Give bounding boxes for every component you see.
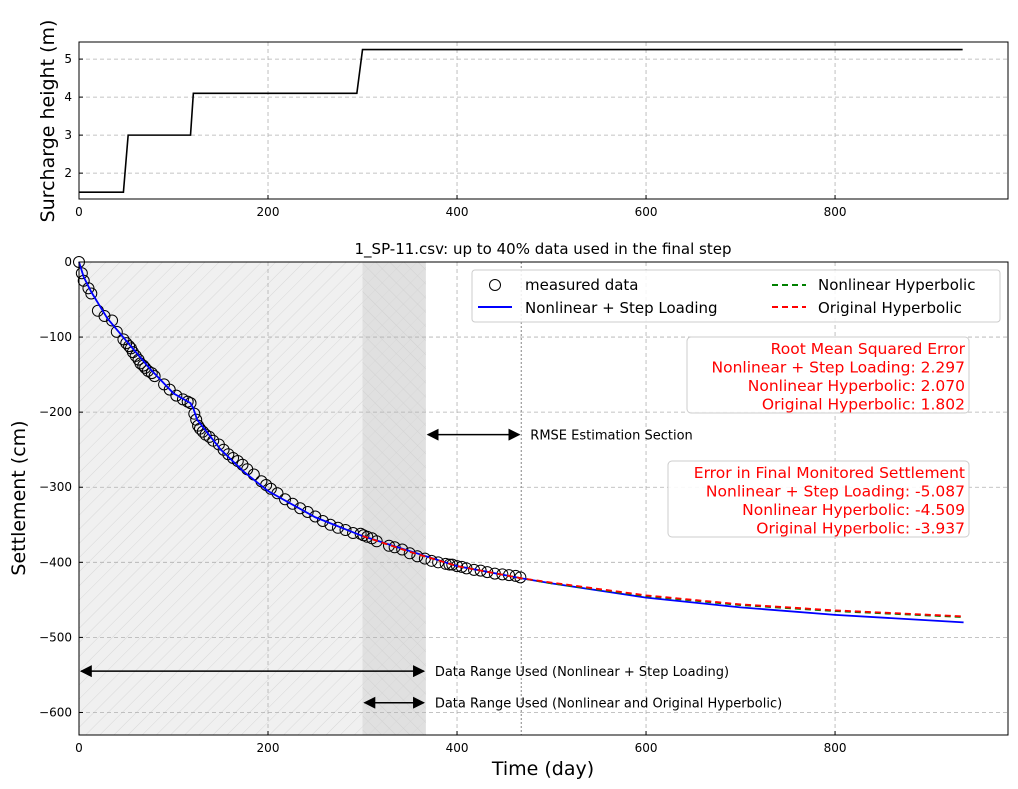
legend-label: measured data xyxy=(525,276,639,294)
bottom-y-axis-label: Settlement (cm) xyxy=(8,420,30,575)
measured-point xyxy=(316,515,329,528)
annotation-text: Data Range Used (Nonlinear + Step Loadin… xyxy=(435,665,729,680)
x-axis-label: Time (day) xyxy=(491,758,594,780)
axes-frame xyxy=(78,41,1009,200)
measured-point xyxy=(85,287,98,300)
y-tick-label: 2 xyxy=(64,166,72,180)
chart-title: 1_SP-11.csv: up to 40% data used in the … xyxy=(355,240,732,259)
measured-point xyxy=(301,506,314,519)
measured-point xyxy=(309,510,322,523)
y-tick-label: 0 xyxy=(64,255,72,269)
y-tick-label: −100 xyxy=(39,330,72,344)
x-tick-label: 800 xyxy=(824,741,847,755)
rmse-box-line: Nonlinear Hyperbolic: 2.070 xyxy=(748,377,965,395)
y-tick-label: −500 xyxy=(39,630,72,644)
y-tick-label: 3 xyxy=(64,128,72,142)
settlement-chart: 0 200 400 600 800 0 −100 −200 −300 −400 −500 −600 RM… xyxy=(39,255,1009,755)
measured-point xyxy=(163,383,176,396)
measured-point xyxy=(181,395,194,408)
measured-point xyxy=(370,535,383,548)
final-error-box-line: Nonlinear Hyperbolic: -4.509 xyxy=(742,501,965,519)
legend-marker-measured xyxy=(489,279,501,291)
top-y-axis-label: Surcharge height (m) xyxy=(37,20,59,223)
measured-point xyxy=(455,560,468,573)
measured-point xyxy=(148,370,161,383)
x-tick-label: 200 xyxy=(257,741,280,755)
y-tick-label: 5 xyxy=(64,52,72,66)
rmse-box-line: Original Hyperbolic: 1.802 xyxy=(762,396,965,414)
nonlinear-step-loading-line xyxy=(78,261,964,624)
axes-frame xyxy=(78,261,1009,736)
final-error-box-frame xyxy=(667,460,970,538)
y-tick-label: −300 xyxy=(39,480,72,494)
final-error-box-line: Nonlinear + Step Loading: -5.087 xyxy=(706,483,965,501)
x-tick-label: 800 xyxy=(824,205,847,219)
hatch-pattern xyxy=(362,262,426,735)
rmse-box-line: Nonlinear + Step Loading: 2.297 xyxy=(712,359,965,377)
surcharge-chart: 0 200 400 600 800 2 3 4 5 xyxy=(64,41,1009,219)
final-error-box-line: Original Hyperbolic: -3.937 xyxy=(756,520,965,538)
measured-point xyxy=(339,524,352,537)
measured-point xyxy=(217,443,230,456)
x-tick-label: 0 xyxy=(75,205,83,219)
x-tick-label: 200 xyxy=(257,205,280,219)
legend-label: Nonlinear + Step Loading xyxy=(525,299,718,317)
measured-point xyxy=(294,502,307,515)
measured-point xyxy=(123,340,136,353)
nonlinear-hyperbolic-line xyxy=(362,535,964,619)
measured-point xyxy=(75,267,88,280)
original-hyperbolic-line xyxy=(362,535,964,618)
background-regions xyxy=(79,262,426,735)
annotation-text: Data Range Used (Nonlinear and Original … xyxy=(435,697,782,712)
measured-point xyxy=(98,310,111,323)
legend-label: Original Hyperbolic xyxy=(818,299,962,317)
rmse-box-frame xyxy=(686,336,970,414)
y-tick-label: −400 xyxy=(39,555,72,569)
x-tick-label: 600 xyxy=(635,205,658,219)
legend-label: Nonlinear Hyperbolic xyxy=(818,276,975,294)
measured-point xyxy=(126,346,139,359)
measured-point xyxy=(474,564,487,577)
measured-point xyxy=(451,560,464,573)
measured-point xyxy=(184,397,197,410)
rmse-box-line: Root Mean Squared Error xyxy=(771,340,966,358)
y-tick-label: −600 xyxy=(39,705,72,719)
x-tick-label: 0 xyxy=(75,741,83,755)
surcharge-line xyxy=(79,48,963,193)
measured-point xyxy=(188,407,201,420)
x-tick-label: 600 xyxy=(635,741,658,755)
measured-point xyxy=(170,389,183,402)
annotation-text: RMSE Estimation Section xyxy=(530,429,693,444)
final-error-box: Error in Final Monitored SettlementNonli… xyxy=(667,460,970,538)
final-error-box-line: Error in Final Monitored Settlement xyxy=(694,464,965,482)
x-tick-label: 400 xyxy=(446,205,469,219)
measured-point xyxy=(279,493,292,506)
measured-point xyxy=(110,325,123,338)
y-tick-label: −200 xyxy=(39,405,72,419)
measured-point xyxy=(286,497,299,510)
legend: measured data Nonlinear + Step Loading Non… xyxy=(471,269,1001,323)
y-tick-label: 4 xyxy=(64,90,72,104)
x-tick-label: 400 xyxy=(446,741,469,755)
measured-point xyxy=(446,558,459,571)
measured-point xyxy=(106,314,119,327)
measured-point xyxy=(425,554,438,567)
legend-box xyxy=(471,269,1001,323)
measured-point xyxy=(203,430,216,443)
measured-point xyxy=(145,367,158,380)
